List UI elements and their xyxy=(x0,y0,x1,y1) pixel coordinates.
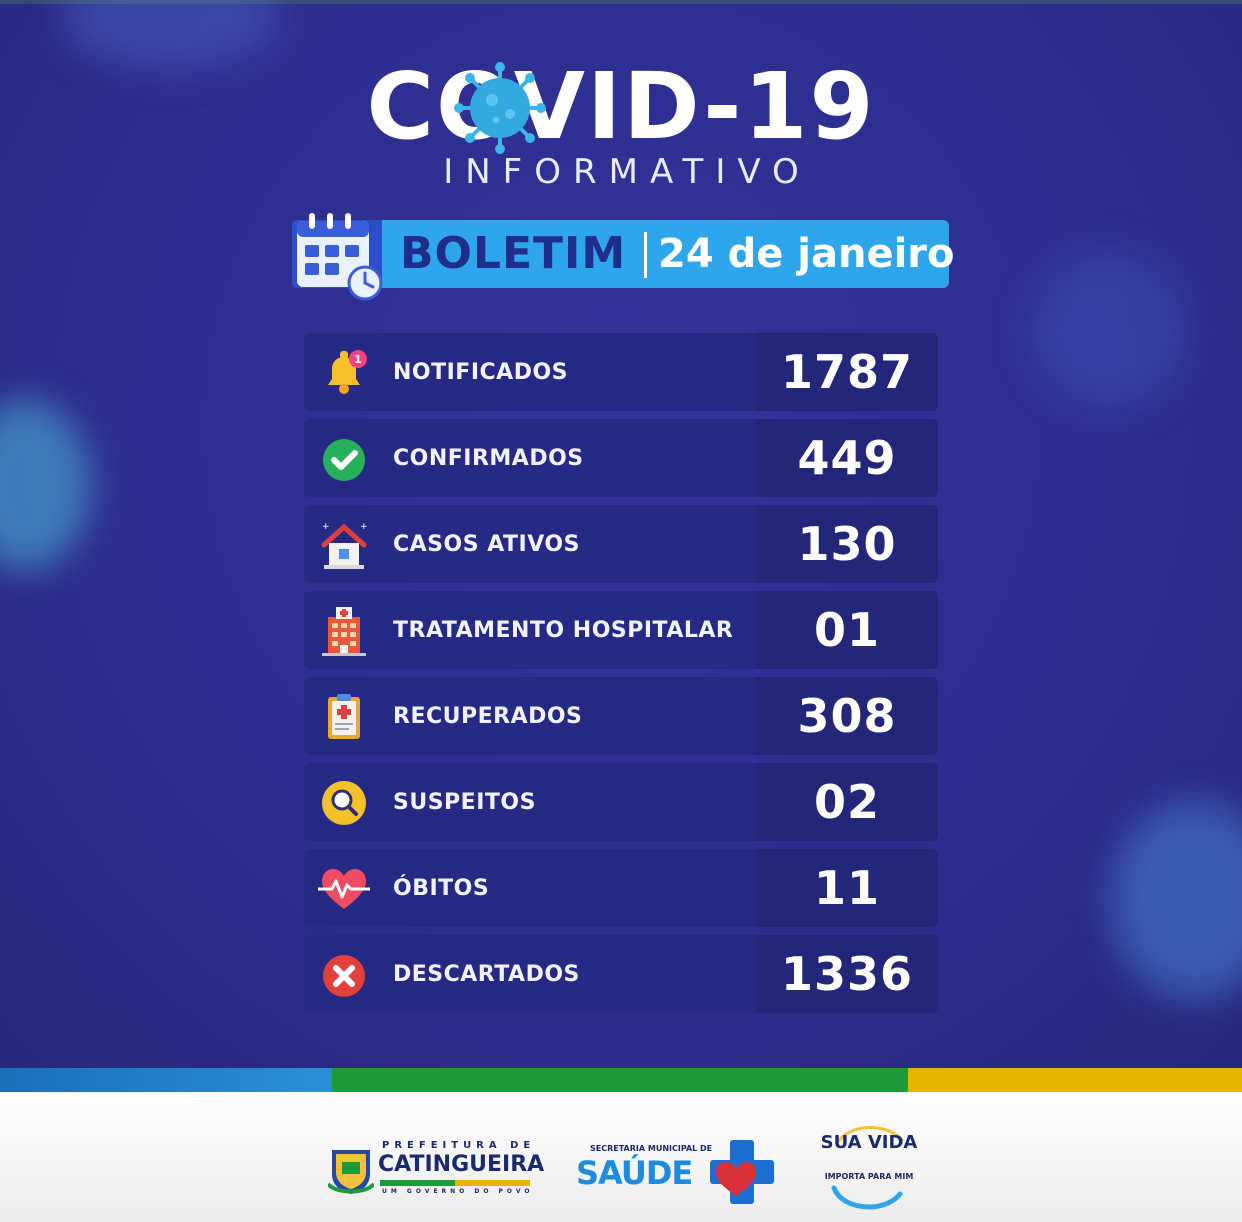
stat-row-suspeitos: SUSPEITOS 02 xyxy=(304,763,938,841)
footer-stripe-blue xyxy=(0,1068,332,1092)
bulletin-banner xyxy=(292,220,949,288)
logo3-line1: SUA VIDA xyxy=(820,1132,918,1153)
stat-label: ÓBITOS xyxy=(393,876,490,901)
clipboard-icon xyxy=(328,694,360,739)
prefeitura-logo: PREFEITURA DE CATINGUEIRA UM GOVERNO DO … xyxy=(322,1140,545,1202)
stat-value: 449 xyxy=(797,431,897,485)
bell-icon: 1 xyxy=(328,350,367,394)
sua-vida-ring-icon xyxy=(831,1126,904,1210)
stat-row-obitos: ÓBITOS 11 xyxy=(304,849,938,927)
sua-vida-logo: SUA VIDA IMPORTA PARA MIM xyxy=(820,1118,918,1216)
logo1-sub-text: UM GOVERNO DO POVO xyxy=(382,1188,534,1195)
svg-text:+: + xyxy=(322,522,330,532)
stat-label: NOTIFICADOS xyxy=(393,360,569,385)
heartbeat-icon xyxy=(318,869,370,909)
logo2-main-text: SAÚDE xyxy=(576,1154,693,1192)
footer-stripe-green xyxy=(332,1068,908,1092)
stat-value: 01 xyxy=(813,603,880,657)
footer xyxy=(0,1092,1242,1222)
stat-row-confirmados: CONFIRMADOS 449 xyxy=(304,419,938,497)
health-cross-heart-icon xyxy=(710,1140,774,1204)
stat-row-descartados: DESCARTADOS 1336 xyxy=(304,935,938,1013)
logo3-line2: IMPORTA PARA MIM xyxy=(824,1172,914,1181)
stat-value: 11 xyxy=(813,861,880,915)
bulletin-label: BOLETIM xyxy=(400,228,627,279)
stat-label: DESCARTADOS xyxy=(393,962,580,987)
blur-virus-left xyxy=(0,400,90,570)
virus-icon xyxy=(454,62,546,154)
stat-row-tratamento-hospitalar: TRATAMENTO HOSPITALAR 01 xyxy=(304,591,938,669)
logo2-top-text: SECRETARIA MUNICIPAL DE xyxy=(590,1144,713,1153)
crest-icon xyxy=(328,1150,374,1194)
stat-label: TRATAMENTO HOSPITALAR xyxy=(393,618,734,643)
blur-virus-mid xyxy=(1030,250,1190,410)
x-icon xyxy=(323,955,365,997)
svg-text:+: + xyxy=(360,522,368,532)
stat-label: RECUPERADOS xyxy=(393,704,583,729)
hospital-icon xyxy=(322,607,366,656)
page-subtitle: INFORMATIVO xyxy=(443,152,811,192)
stat-value: 1787 xyxy=(780,345,914,399)
stat-value: 1336 xyxy=(780,947,914,1001)
stat-label: SUSPEITOS xyxy=(393,790,536,815)
stat-row-casos-ativos: + + CASOS ATIVOS 130 xyxy=(304,505,938,583)
stat-value: 308 xyxy=(797,689,897,743)
stat-label: CASOS ATIVOS xyxy=(393,532,580,557)
check-icon xyxy=(323,439,365,481)
stats-list: 1 NOTIFICADOS 1787 CONFIRMADOS 449 + + C… xyxy=(304,333,938,1021)
house-icon: + + xyxy=(321,522,368,569)
calendar-icon xyxy=(297,213,383,301)
svg-text:1: 1 xyxy=(354,353,362,366)
logo1-main-text: CATINGUEIRA xyxy=(378,1152,545,1177)
stat-value: 02 xyxy=(813,775,880,829)
top-line xyxy=(0,0,1242,4)
secretaria-saude-logo: SECRETARIA MUNICIPAL DE SAÚDE xyxy=(576,1136,786,1206)
magnifier-icon xyxy=(322,781,366,825)
footer-stripe-yellow xyxy=(908,1068,1242,1092)
stat-row-recuperados: RECUPERADOS 308 xyxy=(304,677,938,755)
stat-row-notificados: 1 NOTIFICADOS 1787 xyxy=(304,333,938,411)
blur-virus-right xyxy=(1110,800,1242,1000)
stat-label: CONFIRMADOS xyxy=(393,446,584,471)
stat-value: 130 xyxy=(797,517,897,571)
banner-divider xyxy=(644,232,647,278)
logo1-top-text: PREFEITURA DE xyxy=(382,1140,536,1151)
logo1-bar xyxy=(380,1180,530,1186)
page-title: COVID-19 xyxy=(366,53,876,160)
bulletin-date: 24 de janeiro xyxy=(658,231,955,277)
